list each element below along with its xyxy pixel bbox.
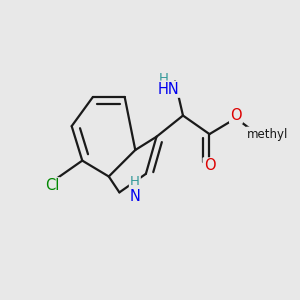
- Text: H: H: [130, 175, 140, 188]
- Text: H: H: [159, 72, 169, 85]
- Text: N: N: [129, 189, 140, 204]
- Text: O: O: [230, 108, 242, 123]
- Text: O: O: [204, 158, 215, 173]
- Text: Cl: Cl: [45, 178, 59, 193]
- Text: methyl: methyl: [247, 128, 288, 141]
- Text: HN: HN: [158, 82, 179, 97]
